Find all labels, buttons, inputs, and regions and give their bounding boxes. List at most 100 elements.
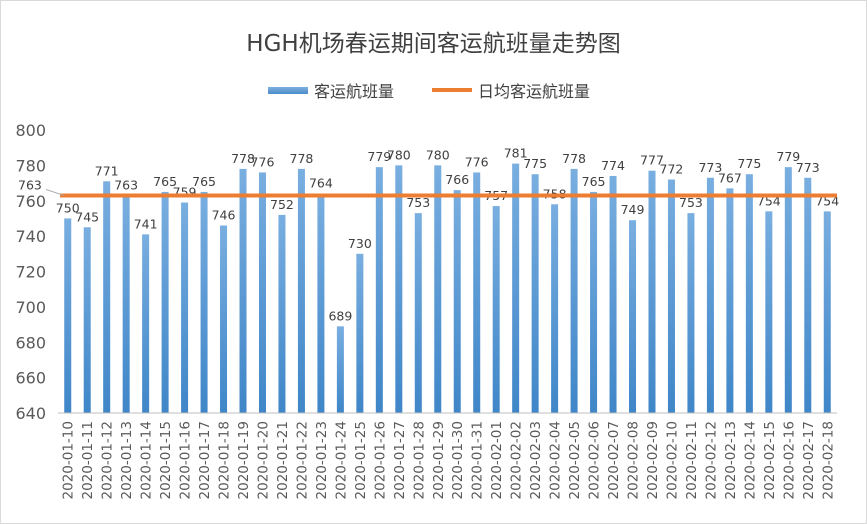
- bar: [297, 168, 305, 413]
- y-tick-label: 800: [15, 121, 46, 140]
- bar: [278, 214, 286, 413]
- x-tick-label: 2020-01-21: [275, 421, 291, 499]
- bar-data-label: 778: [290, 151, 314, 166]
- x-tick-label: 2020-02-02: [509, 421, 525, 499]
- x-tick-label: 2020-01-10: [61, 421, 77, 499]
- bar: [434, 165, 442, 413]
- bar: [122, 195, 130, 413]
- x-tick-label: 2020-02-06: [587, 421, 603, 499]
- bar: [200, 191, 208, 413]
- bar-data-label: 772: [660, 162, 684, 177]
- legend-swatch-bar: [268, 86, 308, 94]
- y-tick-label: 780: [15, 156, 46, 175]
- bar: [161, 191, 169, 413]
- bar-data-label: 749: [621, 202, 645, 217]
- bar: [804, 177, 812, 413]
- x-tick-label: 2020-02-10: [664, 421, 680, 499]
- bar-data-label: 746: [212, 208, 236, 223]
- bar: [648, 170, 656, 413]
- bar: [706, 177, 714, 413]
- bar-data-label: 689: [328, 308, 352, 323]
- x-tick-label: 2020-02-04: [548, 421, 564, 499]
- bar-data-label: 730: [348, 236, 372, 251]
- x-tick-label: 2020-02-18: [820, 421, 836, 499]
- bar-data-label: 779: [367, 149, 391, 164]
- x-tick-label: 2020-01-24: [333, 421, 349, 499]
- bar: [629, 220, 637, 413]
- average-line-series: 763: [18, 177, 837, 198]
- bar: [551, 204, 559, 413]
- x-tick-label: 2020-01-26: [372, 421, 388, 499]
- bar-series: [64, 163, 831, 413]
- legend-label-bar: 客运航班量: [314, 82, 395, 101]
- bar-data-label: 780: [387, 147, 411, 162]
- bar: [687, 213, 695, 413]
- bar: [453, 190, 461, 413]
- bar-data-label: 773: [698, 160, 722, 175]
- bar-data-label: 753: [406, 195, 430, 210]
- x-tick-label: 2020-02-12: [703, 421, 719, 499]
- legend-item-bar: 客运航班量: [268, 78, 394, 102]
- x-tick-label: 2020-01-14: [139, 421, 155, 499]
- bar: [181, 202, 189, 413]
- bar: [220, 225, 228, 413]
- bar: [395, 165, 403, 413]
- bar-data-label: 776: [465, 154, 489, 169]
- bar: [512, 163, 520, 413]
- y-tick-label: 700: [15, 298, 46, 317]
- x-tick-label: 2020-01-28: [411, 421, 427, 499]
- x-tick-label: 2020-01-23: [314, 421, 330, 499]
- x-tick-label: 2020-01-20: [255, 421, 271, 499]
- x-tick-label: 2020-01-30: [450, 421, 466, 499]
- bar-data-label: 753: [679, 195, 703, 210]
- bar: [765, 211, 773, 413]
- x-tick-label: 2020-01-16: [178, 421, 194, 499]
- bar: [414, 213, 422, 413]
- average-label-leader: [45, 188, 65, 196]
- x-tick-label: 2020-01-17: [197, 421, 213, 499]
- bar: [103, 181, 111, 413]
- x-tick-label: 2020-02-17: [801, 421, 817, 499]
- bar-data-label: 765: [153, 174, 177, 189]
- bar: [258, 172, 266, 413]
- x-tick-label: 2020-01-11: [80, 421, 96, 499]
- bar: [239, 168, 247, 413]
- bar-data-label: 745: [75, 209, 99, 224]
- bar: [375, 167, 383, 413]
- bar-data-label: 764: [309, 176, 333, 191]
- legend-swatch-line: [432, 88, 472, 92]
- x-tick-label: 2020-01-25: [353, 421, 369, 499]
- bar-data-label: 776: [251, 154, 275, 169]
- bar: [64, 218, 72, 413]
- x-tick-label: 2020-01-15: [158, 421, 174, 499]
- y-axis: 640 660 680 700 720 740 760 780 800: [15, 121, 46, 423]
- average-line-label: 763: [18, 177, 42, 192]
- bar: [823, 211, 831, 413]
- x-tick-label: 2020-02-11: [684, 421, 700, 499]
- bar-data-label: 777: [640, 153, 664, 168]
- bar: [784, 167, 792, 413]
- legend-label-line: 日均客运航班量: [478, 82, 591, 101]
- y-tick-label: 760: [15, 192, 46, 211]
- x-tick-label: 2020-01-27: [392, 421, 408, 499]
- x-tick-label: 2020-01-18: [217, 421, 233, 499]
- bar: [667, 179, 675, 413]
- y-tick-label: 740: [15, 227, 46, 246]
- bar-data-label: 750: [56, 200, 80, 215]
- legend-item-line: 日均客运航班量: [432, 78, 590, 102]
- y-tick-label: 660: [15, 369, 46, 388]
- bar-data-label: 741: [134, 216, 158, 231]
- x-tick-label: 2020-02-07: [606, 421, 622, 499]
- y-tick-label: 680: [15, 333, 46, 352]
- bar: [590, 191, 598, 413]
- x-tick-label: 2020-01-12: [100, 421, 116, 499]
- bar: [473, 172, 481, 413]
- x-axis: 2020-01-10 2020-01-11 2020-01-12 2020-01-13…: [58, 412, 837, 499]
- y-tick-label: 720: [15, 263, 46, 282]
- x-tick-label: 2020-02-03: [528, 421, 544, 499]
- bar-data-label: 766: [445, 172, 469, 187]
- y-tick-label: 640: [15, 404, 46, 423]
- bar: [745, 174, 753, 413]
- x-tick-label: 2020-02-16: [781, 421, 797, 499]
